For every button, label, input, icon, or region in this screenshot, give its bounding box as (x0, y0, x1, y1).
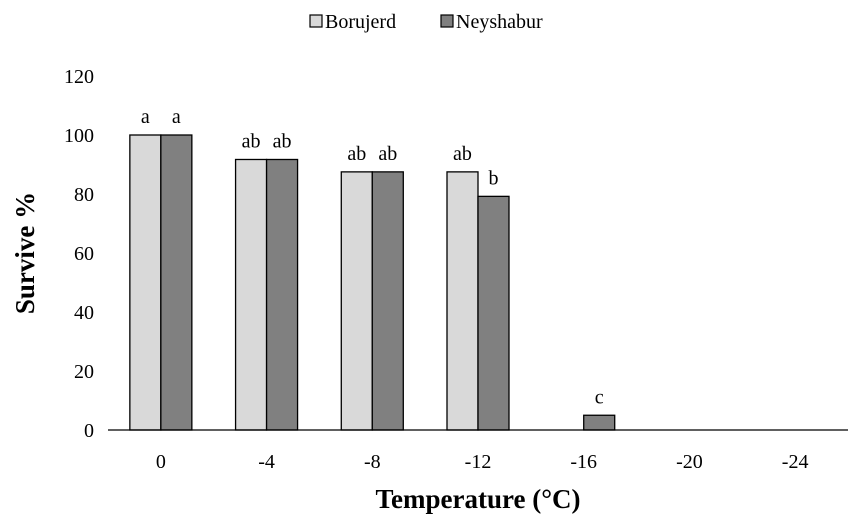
bar-neyshabur--8 (371, 171, 404, 431)
significance-label: ab (453, 143, 472, 165)
significance-label: ab (378, 143, 397, 165)
significance-label: b (489, 167, 499, 189)
bar-neyshabur--4 (265, 158, 299, 431)
y-tick-label: 0 (84, 420, 94, 442)
legend-label-borujerd: Borujerd (325, 11, 396, 33)
x-axis-title: Temperature (°C) (375, 484, 580, 514)
y-tick-label: 20 (74, 361, 94, 383)
bar-neyshabur--16 (583, 414, 616, 431)
bar-neyshabur-0 (160, 134, 193, 431)
y-tick-label: 60 (74, 243, 94, 265)
y-axis-ticks: 0 20 40 60 80 100 120 (64, 66, 94, 442)
significance-label: a (141, 106, 150, 128)
bars (129, 134, 616, 431)
significance-label: a (172, 106, 181, 128)
bar-borujerd--4 (234, 158, 268, 431)
x-tick-label: -12 (465, 451, 492, 473)
y-tick-label: 80 (74, 184, 94, 206)
bar-neyshabur--12 (477, 195, 510, 431)
legend-label-neyshabur: Neyshabur (456, 11, 543, 33)
y-tick-label: 120 (64, 66, 94, 88)
legend-swatch-borujerd (309, 14, 323, 28)
significance-label: ab (273, 130, 292, 152)
significance-label: c (595, 386, 604, 408)
bar-borujerd-0 (129, 134, 162, 431)
x-tick-label: -24 (782, 451, 809, 473)
y-axis-title: Survive % (10, 192, 40, 314)
x-tick-label: -20 (676, 451, 703, 473)
y-tick-label: 100 (64, 125, 94, 147)
y-tick-label: 40 (74, 302, 94, 324)
significance-label: ab (347, 143, 366, 165)
x-axis-ticks: 0 -4 -8 -12 -16 -20 -24 (156, 451, 809, 473)
x-tick-label: 0 (156, 451, 166, 473)
bar-borujerd--12 (446, 171, 479, 431)
bar-borujerd--8 (340, 171, 373, 431)
significance-label: ab (242, 130, 261, 152)
x-tick-label: -16 (570, 451, 597, 473)
x-tick-label: -4 (258, 451, 275, 473)
legend: Borujerd Neyshabur (309, 11, 543, 33)
legend-swatch-neyshabur (440, 14, 454, 28)
x-tick-label: -8 (364, 451, 381, 473)
